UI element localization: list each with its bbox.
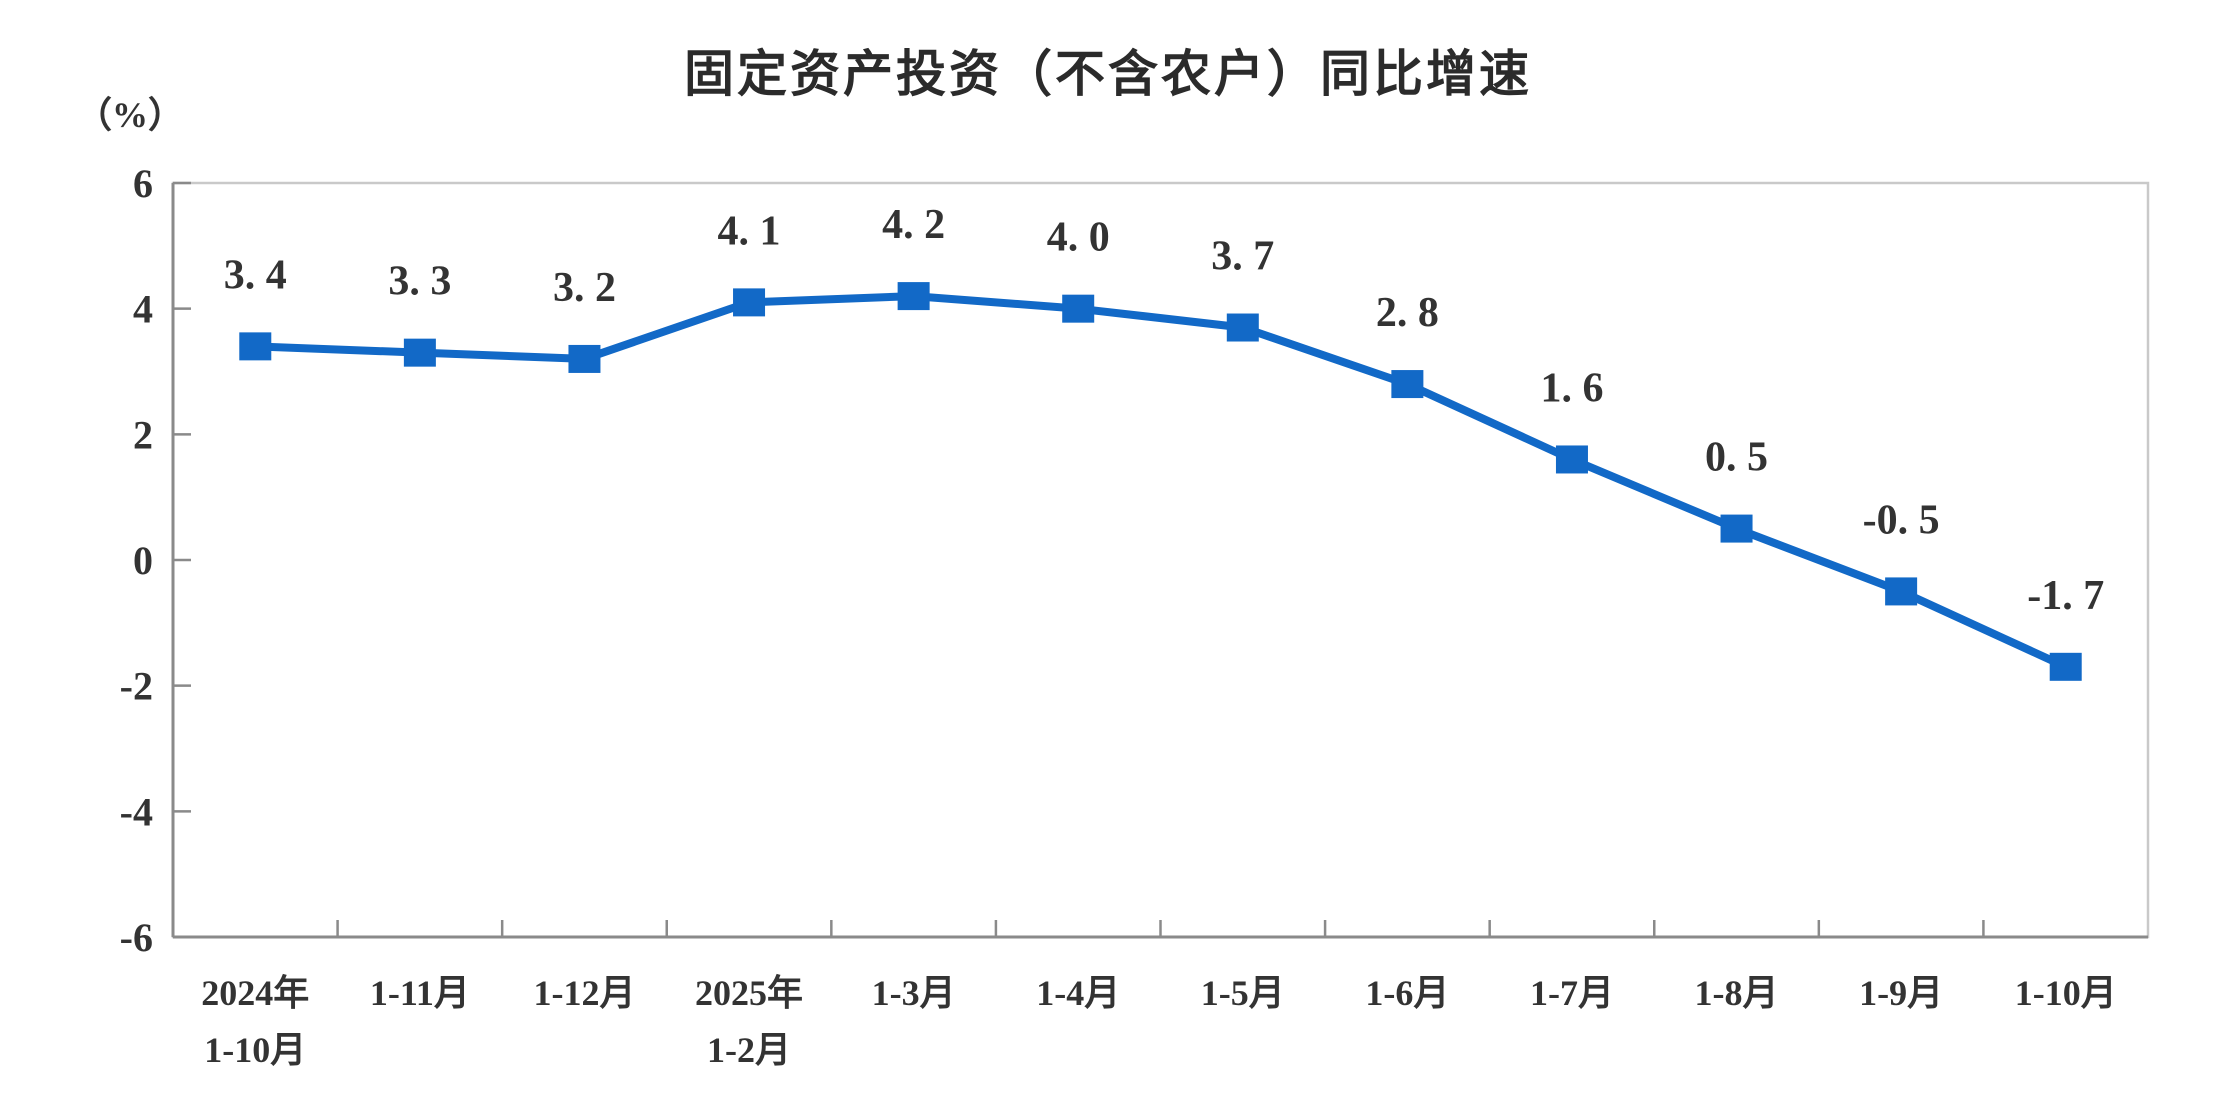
x-axis-tick-label: 2025年 bbox=[695, 973, 803, 1013]
y-axis-tick-label: -2 bbox=[120, 664, 153, 709]
data-value-label: 2. 8 bbox=[1376, 290, 1439, 336]
data-point-marker bbox=[1885, 577, 1918, 606]
data-point-marker bbox=[733, 288, 766, 317]
series-line bbox=[251, 292, 2070, 671]
data-point-marker bbox=[1391, 370, 1424, 399]
data-value-label: -0. 5 bbox=[1863, 497, 1940, 543]
y-axis-tick-label: 0 bbox=[133, 538, 153, 583]
data-point-marker bbox=[568, 344, 601, 373]
data-value-label: 3. 7 bbox=[1211, 234, 1274, 280]
data-value-label: 0. 5 bbox=[1705, 435, 1768, 481]
data-value-label: 3. 2 bbox=[553, 265, 616, 311]
y-axis-tick-label: 2 bbox=[133, 412, 153, 457]
data-point-marker bbox=[1226, 313, 1259, 342]
y-axis-tick-label: -4 bbox=[120, 789, 153, 834]
x-axis-tick-label: 1-11月 bbox=[370, 973, 470, 1013]
y-axis-tick-label: 4 bbox=[133, 287, 153, 332]
data-point-marker bbox=[897, 282, 930, 311]
x-axis-tick-label: 1-2月 bbox=[707, 1030, 791, 1070]
x-axis-tick-label: 2024年 bbox=[201, 973, 309, 1013]
data-point-marker bbox=[403, 338, 436, 367]
data-value-label: 4. 1 bbox=[718, 208, 781, 254]
x-axis-tick-label: 1-7月 bbox=[1530, 973, 1614, 1013]
y-axis-tick-label: -6 bbox=[120, 915, 153, 960]
data-point-marker bbox=[239, 332, 272, 361]
y-axis-unit-label: （%） bbox=[76, 95, 185, 135]
data-point-marker bbox=[2049, 652, 2082, 681]
data-value-label: 4. 0 bbox=[1047, 215, 1110, 261]
x-axis-tick-label: 1-6月 bbox=[1365, 973, 1449, 1013]
data-value-label: 3. 4 bbox=[224, 252, 287, 298]
x-axis-tick-label: 1-5月 bbox=[1201, 973, 1285, 1013]
x-axis-tick-label: 1-9月 bbox=[1859, 973, 1943, 1013]
x-axis-tick-label: 1-3月 bbox=[872, 973, 956, 1013]
data-point-marker bbox=[1062, 294, 1095, 323]
data-value-label: 3. 3 bbox=[388, 259, 451, 305]
x-axis-tick-label: 1-12月 bbox=[533, 973, 635, 1013]
x-axis-tick-label: 1-10月 bbox=[2015, 973, 2117, 1013]
data-point-marker bbox=[1555, 445, 1588, 474]
data-value-label: 4. 2 bbox=[882, 202, 945, 248]
chart-title: 固定资产投资（不含农户）同比增速 bbox=[684, 46, 1532, 102]
x-axis-tick-label: 1-10月 bbox=[204, 1030, 306, 1070]
y-axis-tick-label: 6 bbox=[133, 161, 153, 206]
data-value-label: -1. 7 bbox=[2027, 573, 2104, 619]
data-value-label: 1. 6 bbox=[1540, 365, 1603, 411]
x-axis-tick-label: 1-4月 bbox=[1036, 973, 1120, 1013]
plot-area-border bbox=[171, 181, 2150, 939]
data-point-marker bbox=[1720, 514, 1753, 543]
x-axis-tick-label: 1-8月 bbox=[1695, 973, 1779, 1013]
